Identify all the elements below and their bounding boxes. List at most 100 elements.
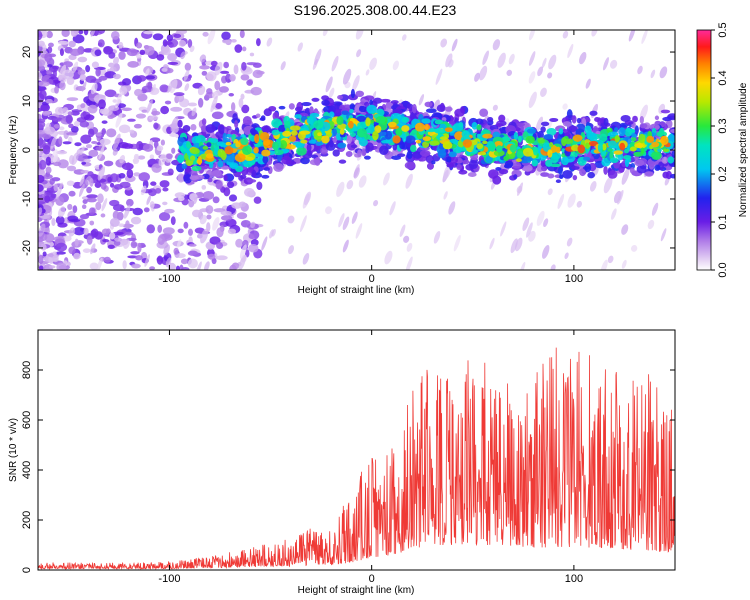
spectrogram-cell bbox=[188, 243, 197, 247]
spectrogram-cell bbox=[67, 215, 79, 222]
spectrogram-cell bbox=[88, 149, 99, 157]
spectrogram-cell bbox=[193, 196, 198, 205]
spectrogram-cell bbox=[46, 30, 53, 39]
snr-x-tick-label: 100 bbox=[565, 573, 583, 585]
spectrogram-cell bbox=[45, 98, 53, 104]
snr-series bbox=[38, 347, 675, 570]
spectrogram-cell bbox=[71, 152, 79, 166]
spectrogram-cell bbox=[248, 233, 256, 240]
spectrogram-heatmap bbox=[38, 30, 675, 270]
spectrogram-cell bbox=[419, 150, 431, 157]
spectrogram-cell bbox=[435, 68, 443, 85]
spectrogram-x-tick-label: 0 bbox=[369, 273, 375, 285]
spectrogram-cell bbox=[639, 115, 644, 124]
spectrogram-cell bbox=[225, 218, 237, 227]
spectrogram-cell bbox=[124, 231, 134, 236]
spectrogram-cell bbox=[503, 155, 510, 161]
colorbar-tick-label: 0.3 bbox=[717, 118, 729, 133]
spectrogram-cell bbox=[358, 105, 368, 113]
spectrogram-cell bbox=[83, 30, 89, 36]
spectrogram-cell bbox=[90, 82, 98, 95]
spectrogram-cell bbox=[320, 147, 328, 155]
spectrogram-cell bbox=[528, 91, 537, 109]
spectrogram-cell bbox=[45, 122, 51, 130]
spectrogram-cell bbox=[600, 259, 608, 270]
spectrogram-cell bbox=[53, 183, 59, 192]
spectrogram-y-tick-label: 20 bbox=[21, 46, 33, 58]
spectrogram-cell bbox=[68, 40, 76, 48]
spectrogram-cell bbox=[443, 191, 448, 200]
spectrogram-cell bbox=[576, 117, 582, 124]
spectrogram-cell bbox=[88, 207, 96, 215]
spectrogram-cell bbox=[243, 187, 255, 197]
spectrogram-cell bbox=[288, 135, 297, 142]
spectrogram-cell bbox=[38, 184, 44, 193]
spectrogram-cell bbox=[230, 102, 236, 112]
spectrogram-cell bbox=[68, 227, 76, 237]
spectrogram-cell bbox=[650, 69, 656, 79]
spectrogram-cell bbox=[543, 218, 549, 228]
spectrogram-cell bbox=[256, 70, 265, 75]
spectrogram-cell bbox=[127, 60, 139, 68]
spectrogram-cell bbox=[562, 121, 572, 127]
spectrogram-cell bbox=[223, 187, 231, 197]
spectrogram-cell bbox=[211, 170, 222, 177]
spectrogram-cell bbox=[137, 242, 142, 253]
spectrogram-cell bbox=[162, 46, 171, 56]
spectrogram-y-label: Frequency (Hz) bbox=[8, 116, 19, 185]
spectrogram-cell bbox=[299, 215, 307, 233]
spectrogram-cell bbox=[51, 217, 56, 227]
spectrogram-cell bbox=[249, 52, 255, 57]
spectrogram-cell bbox=[191, 165, 202, 172]
spectrogram-cell bbox=[143, 207, 150, 213]
snr-y-label: SNR (10 * v/v) bbox=[8, 418, 19, 482]
spectrogram-cell bbox=[607, 140, 617, 149]
spectrogram-cell bbox=[94, 49, 102, 57]
spectrogram-cell bbox=[157, 224, 163, 233]
spectrogram-cell bbox=[47, 210, 53, 222]
spectrogram-cell bbox=[347, 120, 354, 129]
spectrogram-cell bbox=[212, 196, 220, 204]
spectrogram-cell bbox=[531, 159, 539, 167]
spectrogram-cell bbox=[156, 145, 164, 152]
spectrogram-x-tick-label: 100 bbox=[565, 273, 583, 285]
spectrogram-cell bbox=[38, 118, 46, 124]
spectrogram-cell bbox=[607, 170, 618, 179]
spectrogram-cell bbox=[213, 208, 226, 213]
spectrogram-cell bbox=[183, 221, 189, 229]
spectrogram-cell bbox=[585, 78, 591, 89]
spectrogram-cell bbox=[670, 128, 675, 134]
spectrogram-cell bbox=[50, 135, 57, 150]
spectrogram-cell bbox=[525, 135, 535, 144]
spectrogram-cell bbox=[110, 30, 120, 40]
spectrogram-cell bbox=[587, 171, 595, 179]
spectrogram-cell bbox=[52, 161, 62, 167]
spectrogram-cell bbox=[425, 108, 437, 114]
spectrogram-cell bbox=[79, 74, 87, 81]
spectrogram-cell bbox=[390, 112, 402, 121]
spectrogram-cell bbox=[55, 182, 63, 200]
spectrogram-cell bbox=[199, 214, 207, 225]
spectrogram-cell bbox=[153, 122, 159, 130]
spectrogram-cell bbox=[197, 97, 204, 108]
spectrogram-cell bbox=[136, 75, 147, 82]
spectrogram-cell bbox=[549, 141, 554, 148]
spectrogram-cell bbox=[356, 128, 367, 138]
spectrogram-cell bbox=[209, 138, 219, 143]
spectrogram-cell bbox=[38, 174, 45, 184]
spectrogram-cell bbox=[127, 255, 138, 259]
spectrogram-cell bbox=[38, 207, 43, 217]
spectrogram-cell bbox=[405, 135, 416, 144]
spectrogram-cell bbox=[61, 107, 69, 116]
spectrogram-cell bbox=[68, 246, 76, 255]
spectrogram-cell bbox=[458, 121, 464, 128]
spectrogram-cell bbox=[603, 117, 609, 127]
spectrogram-cell bbox=[200, 228, 209, 244]
spectrogram-cell bbox=[302, 252, 310, 265]
spectrogram-cell bbox=[91, 140, 98, 144]
spectrogram-cell bbox=[272, 141, 279, 151]
spectrogram-cell bbox=[621, 224, 629, 235]
spectrogram-cell bbox=[391, 155, 402, 160]
spectrogram-cell bbox=[576, 200, 583, 208]
spectrogram-cell bbox=[98, 144, 105, 160]
